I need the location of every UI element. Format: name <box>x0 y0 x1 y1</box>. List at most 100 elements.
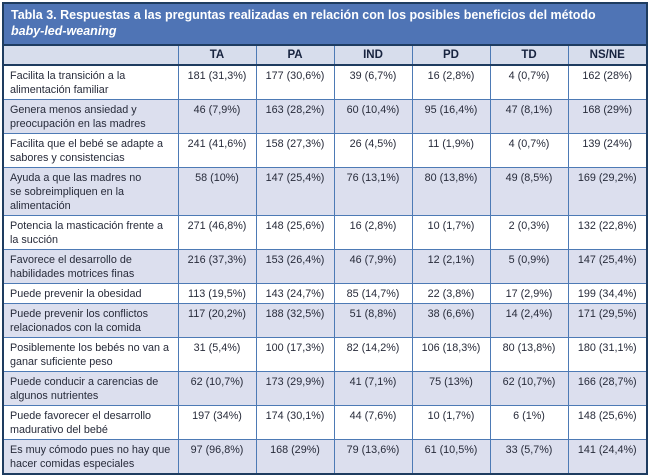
value-cell: 49 (8,5%) <box>489 166 568 216</box>
value-cell: 51 (8,8%) <box>333 302 412 338</box>
value-cell: 79 (13,6%) <box>333 439 412 474</box>
value-cell: 173 (29,9%) <box>255 371 334 406</box>
question-cell: Puede conducir a carencias de algunos nu… <box>4 371 178 406</box>
value-cell: 31 (5,4%) <box>177 336 256 372</box>
value-cell: 80 (13,8%) <box>489 336 568 372</box>
value-cell: 14 (2,4%) <box>489 302 568 338</box>
table-row: Puede favorecer el desarrollo madurativo… <box>4 405 646 440</box>
value-cell: 16 (2,8%) <box>411 64 490 100</box>
value-cell: 97 (96,8%) <box>177 439 256 474</box>
question-cell: Puede favorecer el desarrollo madurativo… <box>4 405 178 440</box>
value-cell: 85 (14,7%) <box>333 282 412 304</box>
value-cell: 4 (0,7%) <box>489 132 568 168</box>
benefits-table: TA PA IND PD TD NS/NE Facilita la transición … <box>4 45 646 474</box>
question-cell: Genera menos ansiedad y preocupación en … <box>4 98 178 134</box>
column-header-pa: PA <box>255 45 334 66</box>
table-row: Es muy cómodo pues no hay que hacer comi… <box>4 439 646 474</box>
value-cell: 148 (25,6%) <box>255 214 334 250</box>
question-cell: Potencia la masticación frente a la succ… <box>4 214 178 250</box>
value-cell: 26 (4,5%) <box>333 132 412 168</box>
value-cell: 46 (7,9%) <box>177 98 256 134</box>
table-row: Puede prevenir la obesidad 113 (19,5%) 143… <box>4 282 646 304</box>
table-title-method-name: baby-led-weaning <box>11 24 117 39</box>
value-cell: 171 (29,5%) <box>567 302 646 338</box>
value-cell: 162 (28%) <box>567 64 646 100</box>
value-cell: 148 (25,6%) <box>567 405 646 440</box>
question-cell: Es muy cómodo pues no hay que hacer comi… <box>4 439 178 474</box>
value-cell: 177 (30,6%) <box>255 64 334 100</box>
question-cell: Ayuda a que las madres no se sobreimpliq… <box>4 166 178 216</box>
value-cell: 12 (2,1%) <box>411 248 490 284</box>
value-cell: 47 (8,1%) <box>489 98 568 134</box>
column-header-ta: TA <box>177 45 256 66</box>
value-cell: 58 (10%) <box>177 166 256 216</box>
value-cell: 106 (18,3%) <box>411 336 490 372</box>
value-cell: 33 (5,7%) <box>489 439 568 474</box>
value-cell: 141 (24,4%) <box>567 439 646 474</box>
value-cell: 181 (31,3%) <box>177 64 256 100</box>
value-cell: 143 (24,7%) <box>255 282 334 304</box>
question-cell: Puede prevenir los conflictos relacionad… <box>4 302 178 338</box>
value-cell: 80 (13,8%) <box>411 166 490 216</box>
table-row: Genera menos ansiedad y preocupación en … <box>4 98 646 134</box>
value-cell: 41 (7,1%) <box>333 371 412 406</box>
value-cell: 117 (20,2%) <box>177 302 256 338</box>
table-row: Puede prevenir los conflictos relacionad… <box>4 302 646 338</box>
value-cell: 271 (46,8%) <box>177 214 256 250</box>
value-cell: 39 (6,7%) <box>333 64 412 100</box>
value-cell: 46 (7,9%) <box>333 248 412 284</box>
table-row: Potencia la masticación frente a la succ… <box>4 214 646 250</box>
value-cell: 168 (29%) <box>567 98 646 134</box>
corner-cell <box>4 45 178 66</box>
value-cell: 16 (2,8%) <box>333 214 412 250</box>
value-cell: 139 (24%) <box>567 132 646 168</box>
value-cell: 241 (41,6%) <box>177 132 256 168</box>
value-cell: 147 (25,4%) <box>255 166 334 216</box>
value-cell: 147 (25,4%) <box>567 248 646 284</box>
value-cell: 5 (0,9%) <box>489 248 568 284</box>
value-cell: 17 (2,9%) <box>489 282 568 304</box>
table-title-bar: Tabla 3. Respuestas a las preguntas real… <box>4 4 646 46</box>
value-cell: 11 (1,9%) <box>411 132 490 168</box>
value-cell: 132 (22,8%) <box>567 214 646 250</box>
question-cell: Facilita que el bebé se adapte a sabores… <box>4 132 178 168</box>
value-cell: 113 (19,5%) <box>177 282 256 304</box>
table-row: Puede conducir a carencias de algunos nu… <box>4 371 646 406</box>
value-cell: 197 (34%) <box>177 405 256 440</box>
table-row: Ayuda a que las madres no se sobreimpliq… <box>4 166 646 216</box>
value-cell: 22 (3,8%) <box>411 282 490 304</box>
value-cell: 169 (29,2%) <box>567 166 646 216</box>
value-cell: 168 (29%) <box>255 439 334 474</box>
value-cell: 62 (10,7%) <box>177 371 256 406</box>
question-cell: Puede prevenir la obesidad <box>4 282 178 304</box>
value-cell: 2 (0,3%) <box>489 214 568 250</box>
value-cell: 174 (30,1%) <box>255 405 334 440</box>
value-cell: 166 (28,7%) <box>567 371 646 406</box>
value-cell: 199 (34,4%) <box>567 282 646 304</box>
value-cell: 153 (26,4%) <box>255 248 334 284</box>
question-cell: Favorece el desarrollo de habilidades mo… <box>4 248 178 284</box>
table-row: Facilita que el bebé se adapte a sabores… <box>4 132 646 168</box>
value-cell: 95 (16,4%) <box>411 98 490 134</box>
value-cell: 100 (17,3%) <box>255 336 334 372</box>
value-cell: 10 (1,7%) <box>411 405 490 440</box>
header-row: TA PA IND PD TD NS/NE <box>4 45 646 66</box>
value-cell: 180 (31,1%) <box>567 336 646 372</box>
question-cell: Facilita la transición a la alimentación… <box>4 64 178 100</box>
value-cell: 75 (13%) <box>411 371 490 406</box>
value-cell: 158 (27,3%) <box>255 132 334 168</box>
value-cell: 10 (1,7%) <box>411 214 490 250</box>
value-cell: 62 (10,7%) <box>489 371 568 406</box>
table-row: Facilita la transición a la alimentación… <box>4 64 646 100</box>
table-row: Favorece el desarrollo de habilidades mo… <box>4 248 646 284</box>
value-cell: 60 (10,4%) <box>333 98 412 134</box>
value-cell: 188 (32,5%) <box>255 302 334 338</box>
value-cell: 38 (6,6%) <box>411 302 490 338</box>
value-cell: 216 (37,3%) <box>177 248 256 284</box>
value-cell: 76 (13,1%) <box>333 166 412 216</box>
question-cell: Posiblemente los bebés no van a ganar su… <box>4 336 178 372</box>
value-cell: 4 (0,7%) <box>489 64 568 100</box>
table-title: Tabla 3. Respuestas a las preguntas real… <box>11 8 596 22</box>
